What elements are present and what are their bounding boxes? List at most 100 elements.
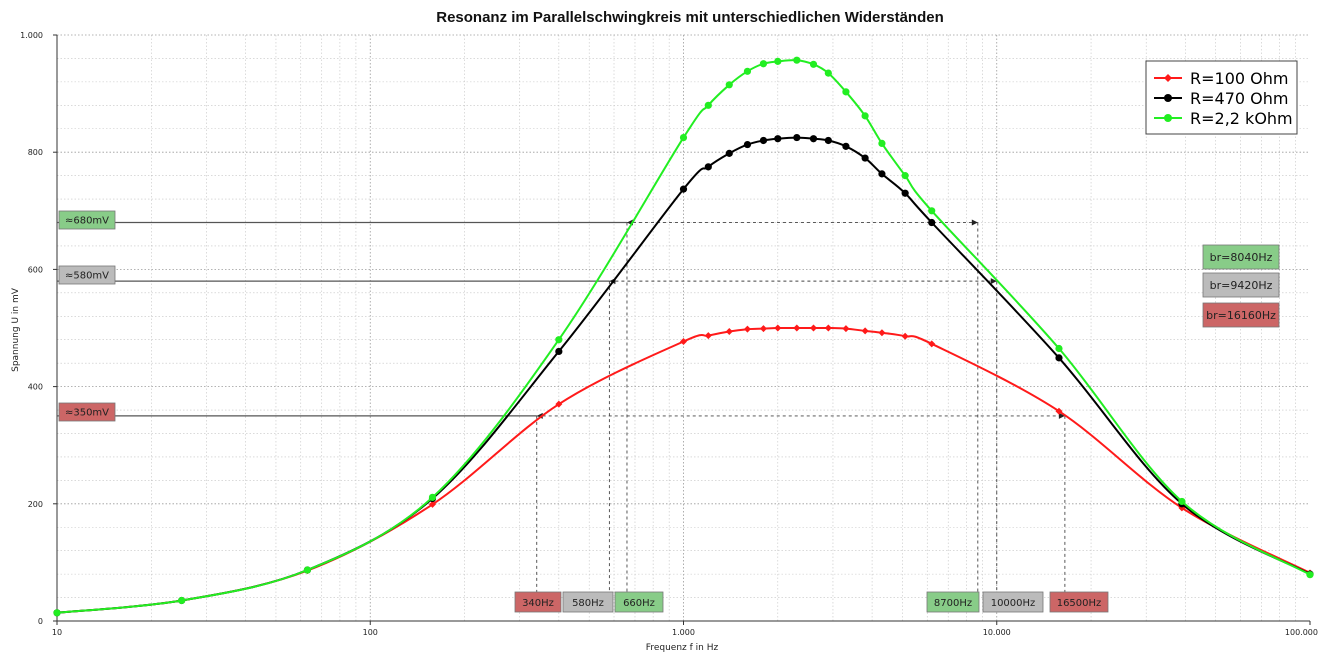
data-point — [759, 60, 768, 68]
data-point — [1055, 354, 1063, 362]
x-tick-label: 10 — [52, 628, 62, 637]
y-tick-label: 0 — [38, 617, 43, 626]
data-point — [809, 60, 818, 68]
data-point — [743, 140, 752, 149]
bandwidth-box — [1202, 244, 1280, 270]
level-box-label: ≈350mV — [65, 408, 109, 419]
data-point — [555, 347, 563, 356]
level-box — [58, 402, 116, 422]
arrow-head-right — [971, 219, 978, 226]
legend-label: R=100 Ohm — [1190, 69, 1288, 88]
bandwidth-box — [1202, 272, 1280, 298]
freq-box-label: 340Hz — [522, 598, 554, 609]
data-point — [743, 67, 752, 75]
data-point — [679, 185, 688, 193]
y-axis-label: Spannung U in mV — [11, 287, 21, 372]
data-point — [774, 57, 782, 65]
data-point — [901, 189, 909, 197]
data-point — [1055, 407, 1063, 415]
data-point — [824, 136, 832, 145]
data-point — [793, 133, 801, 142]
data-point — [555, 400, 563, 408]
data-point — [178, 596, 186, 605]
x-tick-label: 10.000 — [983, 628, 1011, 637]
data-point — [901, 332, 909, 340]
data-point — [725, 328, 733, 336]
axes: 10 100 1.000 10.000 100.000 0 200 400 600 800 1.00… — [20, 31, 1318, 637]
data-point — [759, 325, 767, 333]
x-axis-label: Frequenz f in Hz — [646, 643, 719, 653]
data-point — [824, 69, 832, 77]
level-box — [58, 210, 116, 230]
legend-label: R=470 Ohm — [1190, 89, 1288, 108]
legend-marker — [1164, 94, 1172, 102]
x-tick-label: 1.000 — [672, 628, 695, 637]
y-tick-label: 800 — [28, 148, 43, 157]
data-point — [824, 324, 832, 332]
y-tick-label: 600 — [28, 265, 43, 274]
level-box — [58, 265, 116, 285]
data-point — [793, 324, 801, 332]
legend-marker — [1164, 114, 1172, 122]
bandwidth-box-label: br=16160Hz — [1206, 309, 1276, 322]
freq-box — [926, 591, 980, 613]
legend-label: R=2,2 kOhm — [1190, 109, 1293, 128]
annotations: ≈680mV ≈580mV ≈350mV 340Hz 580Hz 660Hz 8700Hz 1… — [57, 210, 1280, 613]
freq-box — [1049, 591, 1109, 613]
arrow-head-right — [990, 278, 997, 285]
freq-box-label: 8700Hz — [934, 598, 972, 609]
freq-box-label: 660Hz — [623, 598, 655, 609]
plot-background — [57, 35, 1310, 621]
bandwidth-box-label: br=8040Hz — [1210, 251, 1273, 264]
data-point — [809, 135, 818, 143]
data-point — [1306, 571, 1314, 579]
y-tick-label: 1.000 — [20, 31, 43, 40]
freq-box-label: 580Hz — [572, 598, 604, 609]
data-point — [53, 609, 61, 617]
data-point — [901, 172, 909, 180]
freq-box-label: 10000Hz — [991, 598, 1036, 609]
level-box-label: ≈680mV — [65, 216, 109, 227]
data-point — [759, 136, 768, 145]
bandwidth-box — [1202, 302, 1280, 328]
freq-box-label: 16500Hz — [1057, 598, 1102, 609]
bandwidth-box-label: br=9420Hz — [1210, 279, 1273, 292]
data-point — [774, 324, 782, 332]
data-point — [704, 101, 712, 109]
data-point — [725, 81, 733, 89]
data-point — [679, 133, 688, 142]
level-box-label: ≈580mV — [65, 271, 109, 282]
data-point — [704, 163, 712, 171]
data-point — [725, 149, 733, 157]
y-tick-label: 200 — [28, 500, 43, 509]
freq-box — [614, 591, 664, 613]
legend-marker — [1164, 74, 1172, 82]
data-point — [774, 135, 782, 143]
data-point — [680, 337, 687, 345]
data-point — [878, 170, 886, 178]
data-point — [704, 332, 712, 340]
data-point — [743, 325, 751, 333]
data-point — [878, 139, 886, 148]
data-point — [793, 56, 801, 64]
x-tick-label: 100.000 — [1285, 628, 1318, 637]
arrow-head-right — [1058, 412, 1065, 419]
data-point — [1178, 497, 1186, 506]
data-point — [861, 154, 869, 162]
data-point — [1055, 344, 1063, 353]
data-point — [842, 142, 850, 150]
data-point — [842, 325, 850, 333]
freq-box — [514, 591, 562, 613]
data-point — [861, 327, 869, 335]
data-point — [878, 329, 886, 337]
data-point — [842, 88, 850, 96]
data-point — [928, 207, 936, 215]
y-tick-label: 400 — [28, 383, 43, 392]
freq-box — [982, 591, 1044, 613]
data-point — [861, 112, 869, 120]
data-point — [428, 500, 436, 508]
x-tick-label: 100 — [363, 628, 378, 637]
data-point — [928, 340, 936, 348]
